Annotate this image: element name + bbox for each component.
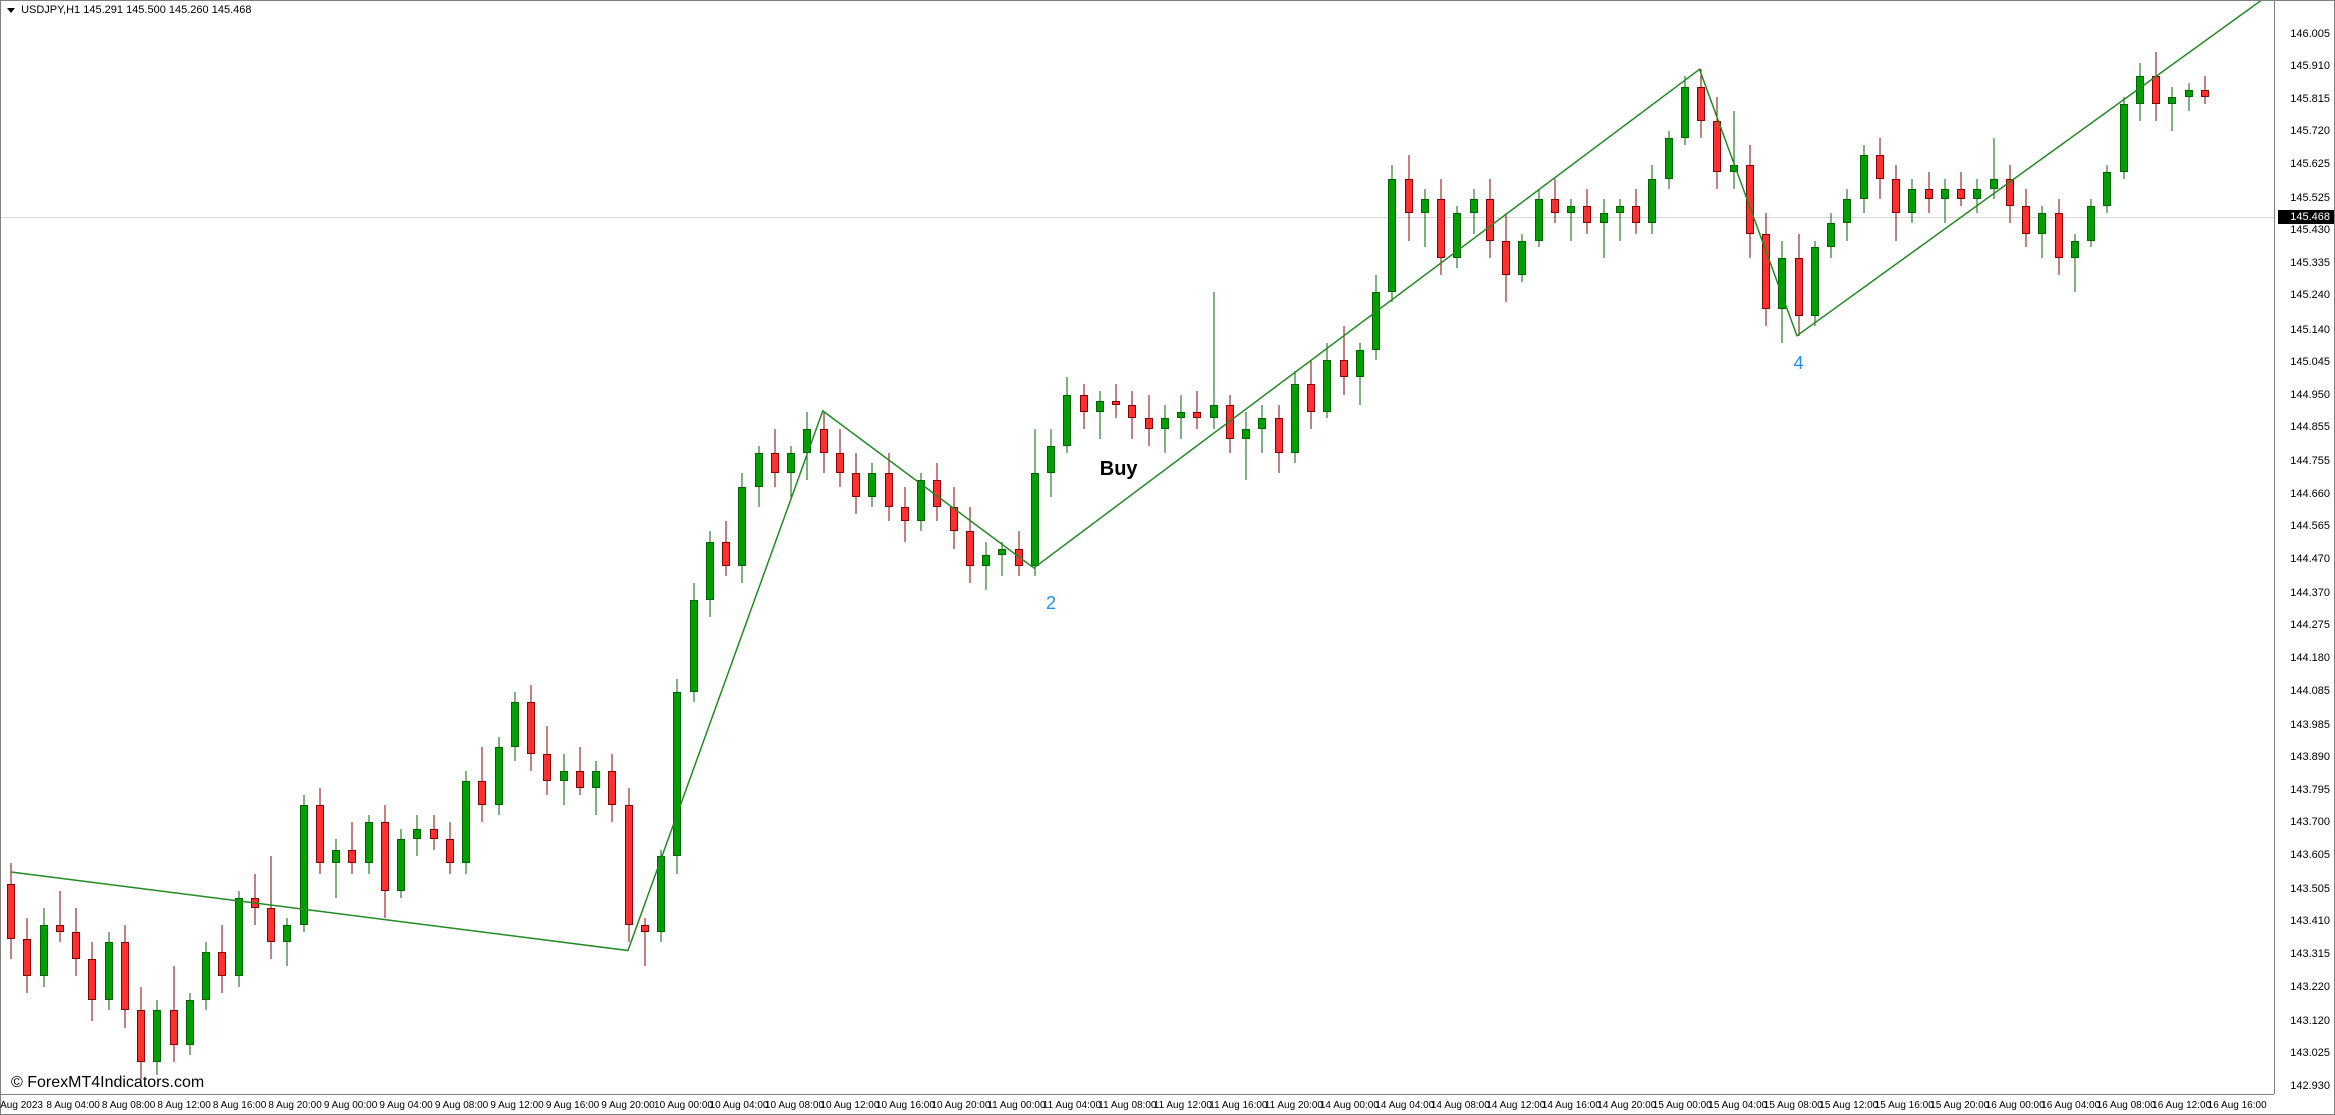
- ohlc-close: 145.468: [212, 4, 252, 16]
- time-tick: 9 Aug 16:00: [546, 1100, 599, 1111]
- ohlc-open: 145.291: [83, 4, 123, 16]
- time-tick: 9 Aug 00:00: [324, 1100, 377, 1111]
- ohlc-low: 145.260: [169, 4, 209, 16]
- price-tick: 144.660: [2290, 488, 2330, 500]
- wave-label: 2: [1046, 593, 1056, 614]
- time-tick: 10 Aug 20:00: [931, 1100, 990, 1111]
- time-tick: 8 Aug 20:00: [268, 1100, 321, 1111]
- price-tick: 143.890: [2290, 751, 2330, 763]
- time-tick: 8 Aug 04:00: [46, 1100, 99, 1111]
- price-tick: 143.025: [2290, 1047, 2330, 1059]
- current-price-line: [1, 217, 2274, 218]
- price-tick: 145.045: [2290, 356, 2330, 368]
- zigzag-overlay: [1, 1, 2274, 1094]
- chart-header: USDJPY,H1 145.291 145.500 145.260 145.46…: [7, 4, 251, 16]
- price-tick: 145.720: [2290, 125, 2330, 137]
- time-axis: 8 Aug 20238 Aug 04:008 Aug 08:008 Aug 12…: [1, 1094, 2274, 1114]
- time-tick: 11 Aug 08:00: [1098, 1100, 1156, 1111]
- price-tick: 146.005: [2290, 28, 2330, 40]
- time-tick: 10 Aug 08:00: [765, 1100, 824, 1111]
- current-price-marker: 145.468: [2278, 210, 2334, 224]
- price-tick: 144.950: [2290, 389, 2330, 401]
- price-tick: 143.410: [2290, 915, 2330, 927]
- price-tick: 142.930: [2290, 1080, 2330, 1092]
- price-tick: 144.470: [2290, 553, 2330, 565]
- price-tick: 144.855: [2290, 421, 2330, 433]
- annotation-buy: Buy: [1100, 458, 1138, 481]
- time-tick: 10 Aug 00:00: [654, 1100, 713, 1111]
- price-tick: 143.985: [2290, 719, 2330, 731]
- time-tick: 11 Aug 20:00: [1265, 1100, 1323, 1111]
- time-tick: 16 Aug 00:00: [1986, 1100, 2045, 1111]
- time-tick: 8 Aug 2023: [0, 1100, 43, 1111]
- price-tick: 145.430: [2290, 224, 2330, 236]
- time-tick: 9 Aug 08:00: [435, 1100, 488, 1111]
- time-tick: 15 Aug 04:00: [1708, 1100, 1767, 1111]
- price-axis: 146.005 145.910 145.815 145.720 145.625 145.5…: [2274, 1, 2334, 1094]
- price-tick: 143.605: [2290, 849, 2330, 861]
- price-tick: 145.240: [2290, 289, 2330, 301]
- time-tick: 11 Aug 00:00: [987, 1100, 1045, 1111]
- time-tick: 8 Aug 08:00: [102, 1100, 155, 1111]
- time-tick: 15 Aug 12:00: [1819, 1100, 1878, 1111]
- time-tick: 16 Aug 08:00: [2097, 1100, 2156, 1111]
- time-tick: 9 Aug 12:00: [490, 1100, 543, 1111]
- time-tick: 15 Aug 00:00: [1653, 1100, 1712, 1111]
- footer-copyright: © ForexMT4Indicators.com: [11, 1074, 204, 1092]
- time-tick: 10 Aug 12:00: [820, 1100, 879, 1111]
- price-tick: 144.370: [2290, 587, 2330, 599]
- time-tick: 14 Aug 08:00: [1431, 1100, 1490, 1111]
- price-tick: 145.525: [2290, 192, 2330, 204]
- price-tick: 144.085: [2290, 685, 2330, 697]
- price-tick: 143.505: [2290, 883, 2330, 895]
- time-tick: 14 Aug 12:00: [1486, 1100, 1545, 1111]
- time-tick: 16 Aug 16:00: [2208, 1100, 2267, 1111]
- time-tick: 14 Aug 16:00: [1542, 1100, 1601, 1111]
- time-tick: 8 Aug 16:00: [213, 1100, 266, 1111]
- price-tick: 144.275: [2290, 619, 2330, 631]
- symbol-timeframe: USDJPY,H1: [21, 4, 80, 16]
- chart-container: USDJPY,H1 145.291 145.500 145.260 145.46…: [0, 0, 2335, 1115]
- price-tick: 143.220: [2290, 981, 2330, 993]
- time-tick: 8 Aug 12:00: [157, 1100, 210, 1111]
- wave-label: 4: [1794, 353, 1804, 374]
- time-tick: 14 Aug 20:00: [1597, 1100, 1656, 1111]
- time-tick: 11 Aug 04:00: [1043, 1100, 1101, 1111]
- time-tick: 16 Aug 04:00: [2041, 1100, 2100, 1111]
- time-tick: 9 Aug 04:00: [379, 1100, 432, 1111]
- time-tick: 10 Aug 04:00: [710, 1100, 769, 1111]
- time-tick: 14 Aug 04:00: [1375, 1100, 1434, 1111]
- time-tick: 15 Aug 20:00: [1930, 1100, 1989, 1111]
- price-tick: 144.755: [2290, 455, 2330, 467]
- price-tick: 145.335: [2290, 257, 2330, 269]
- time-tick: 14 Aug 00:00: [1320, 1100, 1379, 1111]
- chart-plot-area[interactable]: 2 4 Buy: [1, 1, 2274, 1094]
- dropdown-icon[interactable]: [7, 8, 15, 13]
- price-tick: 145.815: [2290, 93, 2330, 105]
- price-tick: 144.180: [2290, 652, 2330, 664]
- time-tick: 11 Aug 16:00: [1209, 1100, 1267, 1111]
- price-tick: 144.565: [2290, 520, 2330, 532]
- price-tick: 145.625: [2290, 158, 2330, 170]
- time-tick: 15 Aug 16:00: [1875, 1100, 1934, 1111]
- time-tick: 10 Aug 16:00: [876, 1100, 935, 1111]
- time-tick: 11 Aug 12:00: [1154, 1100, 1212, 1111]
- price-tick: 145.140: [2290, 324, 2330, 336]
- price-tick: 143.700: [2290, 816, 2330, 828]
- time-tick: 16 Aug 12:00: [2152, 1100, 2211, 1111]
- price-tick: 143.120: [2290, 1015, 2330, 1027]
- price-tick: 145.910: [2290, 60, 2330, 72]
- time-tick: 15 Aug 08:00: [1764, 1100, 1823, 1111]
- ohlc-high: 145.500: [126, 4, 166, 16]
- time-tick: 9 Aug 20:00: [601, 1100, 654, 1111]
- price-tick: 143.795: [2290, 784, 2330, 796]
- price-tick: 143.315: [2290, 948, 2330, 960]
